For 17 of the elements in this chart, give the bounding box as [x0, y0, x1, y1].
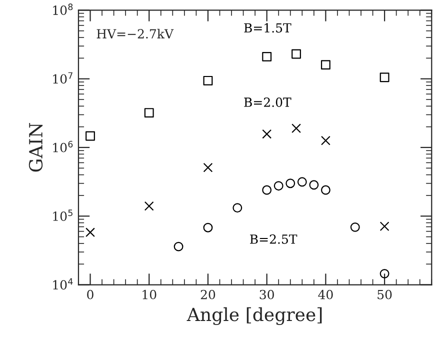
- x-tick-label: 30: [260, 290, 274, 300]
- y-axis-title: GAIN: [28, 123, 43, 172]
- text: B=2.5T: [250, 234, 298, 244]
- x-tick-label: 0: [87, 290, 94, 300]
- x-tick-label: 50: [378, 290, 392, 300]
- x-tick-label: 20: [200, 290, 216, 300]
- y-tick-label: 10$^{7}$: [53, 72, 72, 84]
- y-tick-label: 10$^{5}$: [53, 210, 72, 221]
- x-tick-label: 40: [318, 290, 333, 300]
- y-tick-label: 10$^{8}$: [53, 4, 73, 15]
- x-tick-label: 10: [142, 290, 156, 300]
- series-label: B=1.5T: [244, 23, 292, 33]
- y-tick-label: 10$^{4}$: [53, 278, 73, 290]
- y-tick-label: 10$^{6}$: [53, 140, 73, 152]
- series-label: B=2.0T: [244, 98, 292, 107]
- annotation: HV=−2.7kV: [96, 28, 174, 39]
- x-axis-title: Angle [degree]: [186, 307, 322, 326]
